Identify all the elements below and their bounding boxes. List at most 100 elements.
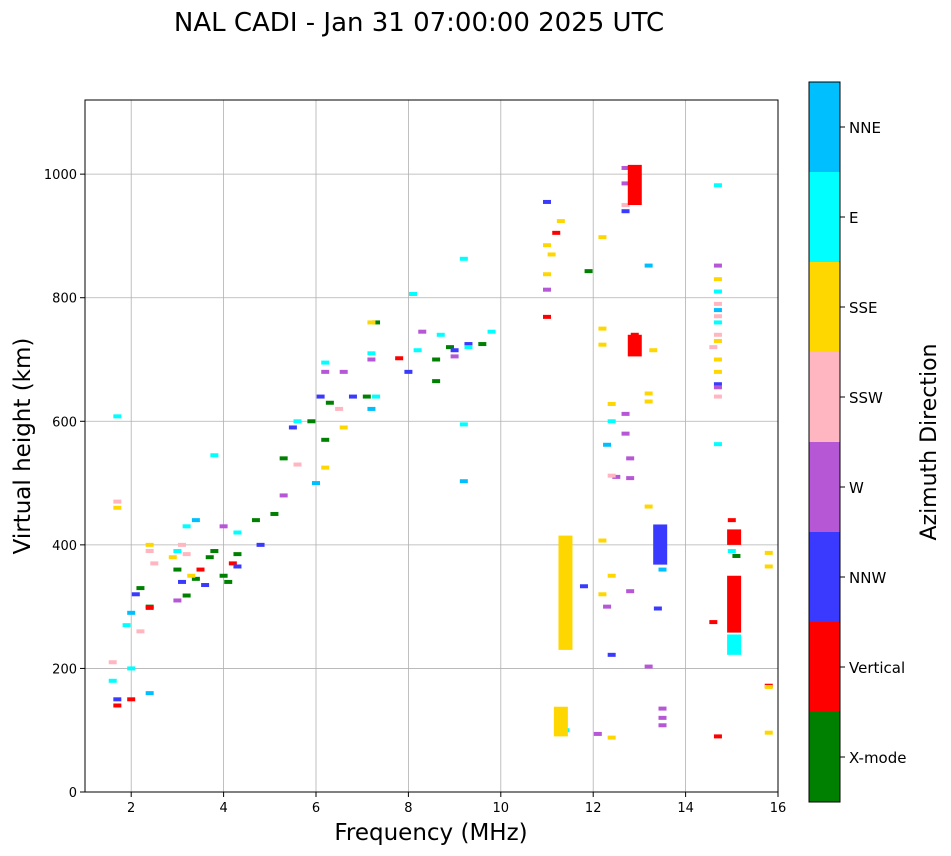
data-point xyxy=(621,431,630,436)
data-point xyxy=(113,697,122,702)
data-point xyxy=(593,731,602,736)
data-point xyxy=(113,505,122,510)
y-tick-label: 800 xyxy=(52,292,77,307)
data-point xyxy=(362,394,371,399)
data-point xyxy=(658,715,667,720)
x-tick-label: 8 xyxy=(404,801,412,816)
data-point xyxy=(372,320,381,325)
x-tick-label: 10 xyxy=(493,801,510,816)
colorbar-tick-label: SSE xyxy=(849,299,878,317)
colorbar-tick-label: E xyxy=(849,209,858,227)
x-tick-label: 4 xyxy=(219,801,227,816)
data-point xyxy=(450,354,459,359)
data-point xyxy=(436,332,445,337)
data-point xyxy=(409,292,418,297)
y-axis-label: Virtual height (km) xyxy=(10,338,36,555)
data-point xyxy=(584,269,593,274)
y-axis-ticks: 0 200 400 600 800 1000 xyxy=(44,168,85,801)
data-point xyxy=(108,678,117,683)
data-point xyxy=(108,660,117,665)
data-bar xyxy=(727,634,742,655)
data-point xyxy=(191,576,200,581)
data-point xyxy=(626,456,635,461)
data-point xyxy=(187,573,196,578)
colorbar-segment xyxy=(809,712,840,802)
data-point xyxy=(293,462,302,467)
data-point xyxy=(413,348,422,353)
data-point xyxy=(607,735,616,740)
data-point xyxy=(372,394,381,399)
data-point xyxy=(653,606,662,611)
data-point xyxy=(478,342,487,347)
data-point xyxy=(233,530,242,535)
data-point xyxy=(658,723,667,728)
data-point xyxy=(709,345,718,350)
data-point xyxy=(713,382,722,387)
data-point xyxy=(210,549,219,554)
data-point xyxy=(201,583,210,588)
data-point xyxy=(649,348,658,353)
data-point xyxy=(607,401,616,406)
colorbar-tick-label: NNW xyxy=(849,569,886,587)
data-point xyxy=(182,552,191,557)
data-point xyxy=(598,342,607,347)
data-point xyxy=(644,263,653,268)
x-tick-label: 2 xyxy=(127,801,135,816)
data-point xyxy=(131,592,140,597)
data-point xyxy=(713,314,722,319)
data-point xyxy=(321,369,330,374)
data-point xyxy=(173,567,182,572)
data-point xyxy=(432,357,441,362)
data-point xyxy=(168,555,177,560)
plot-frame xyxy=(84,99,779,793)
data-point xyxy=(713,320,722,325)
data-point xyxy=(127,697,136,702)
colorbar-tick-label: X-mode xyxy=(849,749,906,767)
data-point xyxy=(598,326,607,331)
data-point xyxy=(325,400,334,405)
data-point xyxy=(713,357,722,362)
colorbar-segment xyxy=(809,352,840,442)
data-point xyxy=(727,549,736,554)
data-point xyxy=(459,422,468,427)
data-point xyxy=(145,542,154,547)
data-point xyxy=(621,165,630,170)
data-point xyxy=(607,473,616,478)
data-point xyxy=(127,610,136,615)
data-bar xyxy=(558,535,573,650)
data-point xyxy=(335,406,344,411)
colorbar-segment xyxy=(809,442,840,532)
data-point xyxy=(598,235,607,240)
data-point xyxy=(621,181,630,186)
data-point xyxy=(713,183,722,188)
data-point xyxy=(228,561,237,566)
data-point xyxy=(173,598,182,603)
data-point xyxy=(270,511,279,516)
x-tick-label: 12 xyxy=(585,801,602,816)
data-point xyxy=(713,442,722,447)
data-point xyxy=(404,369,413,374)
data-point xyxy=(543,272,551,277)
data-point xyxy=(173,549,182,554)
data-point xyxy=(552,230,561,235)
data-point xyxy=(713,734,722,739)
data-point xyxy=(713,301,722,306)
data-point xyxy=(367,406,376,411)
data-point xyxy=(621,203,630,208)
data-point xyxy=(191,518,200,523)
y-tick-label: 200 xyxy=(52,662,77,677)
data-point xyxy=(136,629,145,634)
data-point xyxy=(339,425,348,430)
data-point xyxy=(233,552,242,557)
data-point xyxy=(339,369,348,374)
colorbar-segment xyxy=(809,172,840,262)
grid-lines xyxy=(85,100,779,793)
data-point xyxy=(316,394,325,399)
data-point xyxy=(543,199,551,204)
data-point xyxy=(367,351,376,356)
data-point xyxy=(547,252,556,257)
data-point xyxy=(205,555,214,560)
colorbar-segment xyxy=(809,622,840,712)
data-point xyxy=(321,465,330,470)
